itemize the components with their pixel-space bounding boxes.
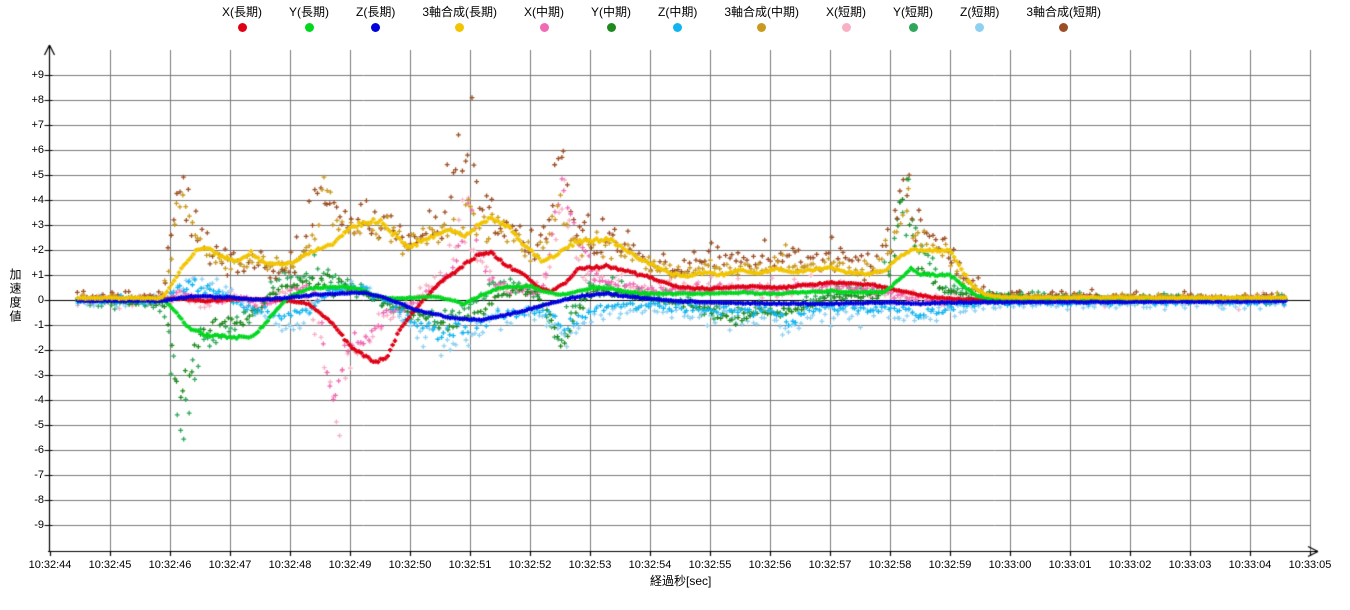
legend-series-label: Y(短期) [893,5,933,19]
y-tick-label: -3 [34,369,44,381]
y-tick-label: +3 [31,219,44,231]
chart-legend: X(長期) Y(長期) Z(長期) 3軸合成(長期) X(中期) Y(中期) Z… [222,5,1101,32]
legend-series-label: 3軸合成(短期) [1026,5,1101,19]
legend-item: 3軸合成(短期) [1026,5,1101,32]
legend-item: Y(長期) [289,5,329,32]
y-axis-title: 加速度値 [8,268,22,324]
y-tick-label: -4 [34,394,44,406]
legend-series-label: Z(中期) [658,5,698,19]
legend-item: 3軸合成(中期) [724,5,799,32]
y-tick-label: -8 [34,494,44,506]
legend-series-label: Z(短期) [960,5,1000,19]
x-tick-label: 10:32:47 [208,559,252,571]
y-tick-label: +9 [31,69,44,81]
x-tick-label: 10:32:53 [568,559,612,571]
legend-item: Y(短期) [893,5,933,32]
y-tick-label: +7 [31,119,44,131]
x-tick-label: 10:32:58 [868,559,912,571]
legend-item: 3軸合成(長期) [422,5,497,32]
legend-item: Z(長期) [356,5,395,32]
legend-item: X(中期) [524,5,564,32]
y-tick-label: +5 [31,169,44,181]
x-tick-label: 10:33:04 [1228,559,1272,571]
y-tick-label: +1 [31,269,44,281]
legend-color-dot-icon [371,23,381,32]
x-tick-label: 10:32:50 [388,559,432,571]
legend-item: X(短期) [826,5,866,32]
legend-color-dot-icon [606,23,616,32]
x-tick-label: 10:32:57 [808,559,852,571]
legend-series-label: 3軸合成(長期) [422,5,497,19]
legend-item: X(長期) [222,5,262,32]
x-tick-label: 10:32:59 [928,559,972,571]
legend-color-dot-icon [908,23,918,32]
y-tick-label: -7 [34,469,44,481]
x-tick-label: 10:32:46 [148,559,192,571]
legend-color-dot-icon [841,23,851,32]
legend-color-dot-icon [975,23,985,32]
y-tick-label: +6 [31,144,44,156]
x-tick-label: 10:32:55 [688,559,732,571]
legend-series-label: Y(長期) [289,5,329,19]
y-tick-label: +2 [31,244,44,256]
x-tick-label: 10:33:03 [1168,559,1212,571]
legend-color-dot-icon [237,23,247,32]
x-tick-label: 10:33:00 [988,559,1032,571]
y-tick-label: -5 [34,419,44,431]
y-tick-label: -6 [34,444,44,456]
legend-series-label: X(中期) [524,5,564,19]
legend-series-label: X(長期) [222,5,262,19]
x-tick-label: 10:33:01 [1048,559,1092,571]
x-tick-label: 10:32:45 [88,559,132,571]
legend-color-dot-icon [539,23,549,32]
legend-item: Y(中期) [591,5,631,32]
legend-color-dot-icon [673,23,683,32]
x-tick-label: 10:33:05 [1288,559,1332,571]
x-tick-label: 10:32:48 [268,559,312,571]
x-axis-title: 経過秒[sec] [650,574,712,588]
x-tick-label: 10:32:56 [748,559,792,571]
legend-series-label: Y(中期) [591,5,631,19]
y-tick-label: -9 [34,519,44,531]
legend-color-dot-icon [757,23,767,32]
legend-item: Z(短期) [960,5,999,32]
x-tick-label: 10:32:52 [508,559,552,571]
x-tick-label: 10:32:54 [628,559,672,571]
legend-item: Z(中期) [658,5,697,32]
y-tick-label: +4 [31,194,44,206]
legend-color-dot-icon [455,23,465,32]
y-tick-label: 0 [37,294,44,306]
y-tick-label: +8 [31,94,44,106]
legend-series-label: X(短期) [826,5,866,19]
x-tick-label: 10:33:02 [1108,559,1152,571]
legend-color-dot-icon [1059,23,1069,32]
x-tick-label: 10:32:51 [448,559,492,571]
legend-series-label: 3軸合成(中期) [724,5,799,19]
legend-series-label: Z(長期) [356,5,396,19]
x-tick-label: 10:32:49 [328,559,372,571]
y-tick-label: -2 [34,344,44,356]
legend-color-dot-icon [304,23,314,32]
y-tick-label: -1 [34,319,44,331]
x-tick-label: 10:32:44 [28,559,72,571]
